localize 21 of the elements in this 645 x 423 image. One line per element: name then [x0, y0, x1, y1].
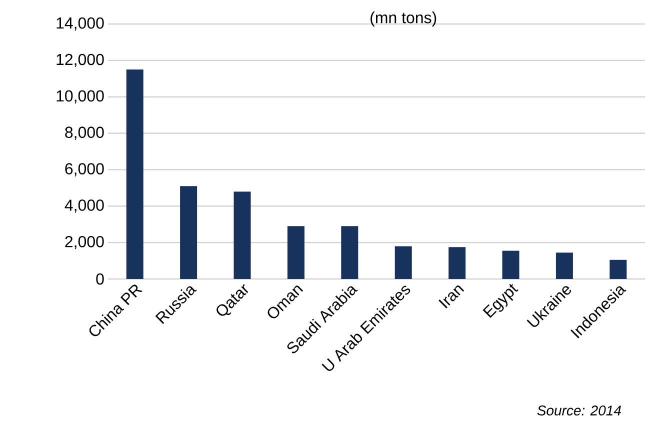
y-tick-label: 0 — [96, 273, 104, 285]
y-tick-label: 4,000 — [64, 200, 104, 213]
bar — [610, 260, 627, 279]
y-tick-label: 10,000 — [56, 90, 104, 104]
chart-title: (mn tons) — [370, 12, 436, 26]
bar — [394, 246, 412, 279]
bar — [287, 226, 304, 279]
source-note: Source: 2014 — [537, 406, 621, 416]
bar — [448, 247, 466, 279]
y-tick-label: 12,000 — [56, 54, 104, 68]
y-tick-label: 8,000 — [65, 126, 104, 140]
bar — [556, 252, 573, 279]
bar — [180, 186, 198, 279]
y-tick-label: 6,000 — [65, 163, 104, 176]
bar — [341, 226, 358, 279]
bar — [234, 192, 251, 279]
bar — [126, 70, 144, 279]
bar — [502, 250, 520, 279]
y-tick-label: 2,000 — [65, 236, 104, 250]
x-tick-label: Iran — [438, 285, 464, 308]
y-tick-label: 14,000 — [56, 17, 104, 31]
